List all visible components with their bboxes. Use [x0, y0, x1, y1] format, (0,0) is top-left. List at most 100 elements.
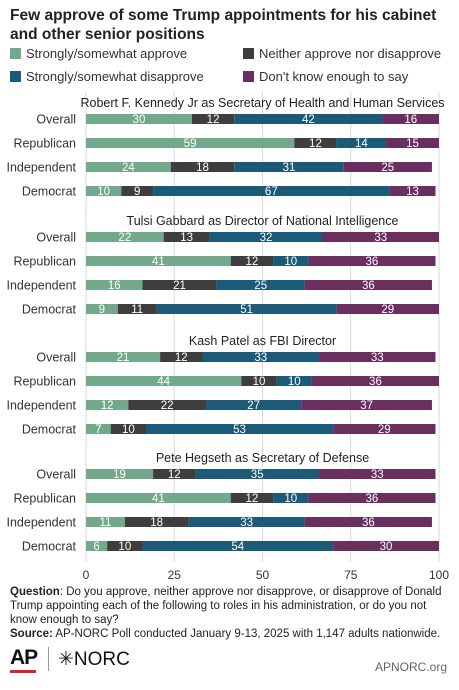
bar-neither [230, 256, 274, 266]
data-label-approve: 21 [117, 352, 130, 364]
group-title-3: Kash Patel as FBI Director [189, 334, 336, 348]
row-label: Independent [6, 161, 76, 175]
x-tick-label-50: 50 [256, 568, 270, 582]
bar-dontknow [389, 186, 436, 196]
data-label-neither: 22 [161, 400, 174, 412]
bar-disapprove [153, 186, 390, 196]
data-label-dontknow: 36 [366, 256, 379, 268]
ap-logo: AP [10, 646, 38, 669]
data-label-disapprove: 33 [240, 517, 253, 529]
row-label: Republican [13, 137, 76, 151]
data-label-dontknow: 16 [404, 114, 417, 126]
bar-disapprove [336, 138, 387, 148]
bar-approve [86, 280, 143, 290]
data-label-dontknow: 36 [362, 280, 375, 292]
bar-dontknow [318, 352, 436, 362]
bar-approve [86, 376, 242, 386]
legend-swatch-approve [10, 48, 21, 59]
data-label-disapprove: 33 [254, 352, 267, 364]
bar-disapprove [206, 400, 302, 410]
bar-neither [121, 186, 154, 196]
row-label: Democrat [22, 540, 77, 554]
bar-approve [86, 162, 171, 172]
bar-dontknow [308, 256, 436, 266]
bar-neither [117, 304, 157, 314]
bar-dontknow [322, 232, 439, 242]
data-label-neither: 12 [246, 493, 259, 505]
bar-dontknow [311, 376, 439, 386]
data-label-disapprove: 51 [240, 304, 253, 316]
bar-disapprove [209, 232, 323, 242]
bar-disapprove [216, 280, 305, 290]
bar-approve [86, 517, 125, 527]
data-label-disapprove: 54 [231, 541, 244, 553]
data-label-approve: 30 [133, 114, 146, 126]
data-label-approve: 41 [152, 256, 165, 268]
bar-disapprove [273, 256, 309, 266]
data-label-neither: 9 [134, 186, 140, 198]
data-label-approve: 19 [113, 469, 126, 481]
data-label-approve: 11 [99, 517, 111, 529]
bar-neither [170, 162, 235, 172]
data-label-neither: 12 [168, 469, 181, 481]
data-label-dontknow: 37 [360, 400, 373, 412]
bar-neither [294, 138, 337, 148]
bar-dontknow [343, 162, 432, 172]
bar-neither [160, 352, 203, 362]
data-label-neither: 12 [246, 256, 259, 268]
bar-disapprove [276, 376, 312, 386]
bar-neither [107, 541, 143, 551]
data-label-dontknow: 25 [381, 162, 394, 174]
data-label-approve: 22 [118, 232, 131, 244]
footnote-question: Question: Do you approve, neither approv… [10, 585, 450, 641]
data-label-disapprove: 14 [355, 138, 368, 150]
data-label-approve: 10 [97, 186, 110, 198]
bar-neither [128, 400, 207, 410]
bar-disapprove [195, 469, 319, 479]
data-label-neither: 12 [207, 114, 220, 126]
data-label-neither: 21 [173, 280, 186, 292]
row-label: Overall [36, 231, 76, 245]
brand-divider [48, 647, 49, 671]
data-label-disapprove: 32 [260, 232, 273, 244]
data-label-neither: 10 [118, 541, 131, 553]
question-label: Question [10, 586, 60, 598]
data-label-dontknow: 33 [374, 232, 387, 244]
bar-dontknow [304, 280, 432, 290]
bar-dontknow [333, 424, 436, 434]
bar-neither [153, 469, 196, 479]
stacked-bar-chart: 0 25 50 75 100 Robert F. Kennedy Jr as Secret… [6, 92, 449, 582]
bar-approve [86, 186, 122, 196]
data-label-disapprove: 10 [284, 256, 297, 268]
bar-disapprove [202, 352, 319, 362]
data-label-approve: 41 [152, 493, 165, 505]
data-label-approve: 59 [184, 138, 197, 150]
bar-disapprove [142, 541, 334, 551]
bar-dontknow [333, 541, 439, 551]
group-title-2: Tulsi Gabbard as Director of National In… [127, 214, 399, 228]
bar-dontknow [382, 114, 439, 124]
row-label: Republican [13, 255, 76, 269]
x-tick-label-75: 75 [344, 568, 358, 582]
data-label-neither: 13 [180, 232, 193, 244]
data-label-neither: 12 [309, 138, 322, 150]
chart-title: Few approve of some Trump appointments f… [10, 7, 437, 43]
bar-disapprove [156, 304, 337, 314]
source-label: Source: [10, 628, 53, 640]
data-label-approve: 24 [122, 162, 135, 174]
data-label-dontknow: 36 [369, 376, 382, 388]
bar-approve [86, 114, 192, 124]
legend-label-disapprove: Strongly/somewhat disapprove [26, 69, 204, 84]
bar-neither [163, 232, 210, 242]
bar-neither [124, 517, 189, 527]
bar-approve [86, 424, 111, 434]
source-text: AP-NORC Poll conducted January 9-13, 202… [52, 628, 441, 640]
data-label-disapprove: 25 [254, 280, 267, 292]
legend-item-dontknow: Don't know enough to say [243, 69, 408, 85]
bar-approve [86, 352, 161, 362]
data-label-dontknow: 33 [371, 469, 384, 481]
bar-disapprove [234, 162, 344, 172]
norc-logo: ✳NORC [58, 649, 130, 670]
bar-approve [86, 138, 295, 148]
x-tick-label-25: 25 [168, 568, 182, 582]
